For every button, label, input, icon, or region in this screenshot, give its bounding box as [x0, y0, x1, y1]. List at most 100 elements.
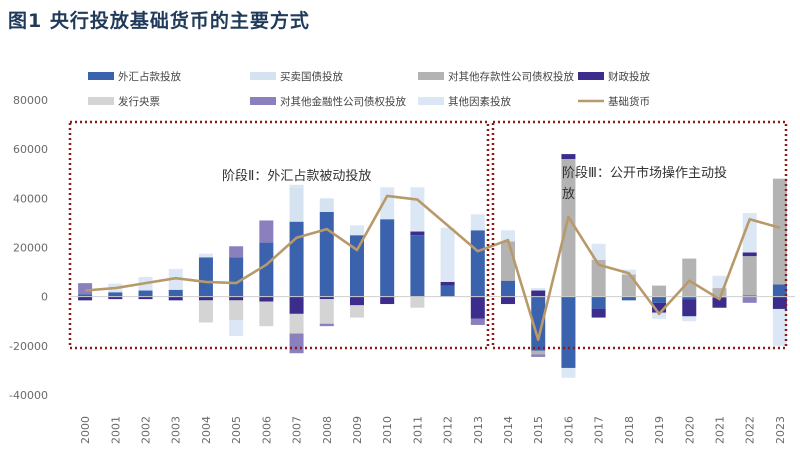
bar-fx: [198, 257, 213, 297]
bar-other_factors: [591, 243, 606, 260]
bar-other_factors: [712, 275, 727, 289]
bar-fiscal: [229, 296, 244, 301]
x-tick-label: 2005: [230, 416, 243, 444]
bar-other_fin: [319, 323, 334, 327]
bar-fiscal: [289, 296, 304, 314]
x-tick-label: 2023: [774, 416, 787, 444]
bar-fx: [259, 242, 274, 297]
x-tick-label: 2008: [321, 416, 334, 444]
y-tick-label: 60000: [13, 143, 48, 156]
bar-other_deposit: [682, 258, 697, 297]
bar-fiscal: [319, 296, 334, 300]
y-tick-label: 0: [41, 291, 48, 304]
x-tick-label: 2003: [170, 416, 183, 444]
bar-cb_bills: [319, 299, 334, 324]
x-tick-label: 2020: [683, 416, 696, 444]
y-tick-label: 80000: [13, 94, 48, 107]
x-tick-label: 2001: [109, 416, 122, 444]
bar-fx: [561, 296, 576, 368]
bar-other_fin: [470, 318, 485, 325]
x-tick-label: 2012: [442, 416, 455, 444]
bar-fiscal: [470, 296, 485, 319]
plot-background: [70, 100, 795, 395]
phase-label-line: 阶段Ⅲ：公开市场操作主动投: [562, 165, 727, 181]
x-tick-label: 2011: [411, 416, 424, 444]
bar-fiscal: [138, 296, 153, 300]
bar-other_fin: [289, 333, 304, 354]
phase-label-1: 阶段Ⅱ：外汇占款被动投放: [222, 168, 371, 184]
bar-fiscal: [108, 296, 123, 300]
y-tick-label: 40000: [13, 192, 48, 205]
bar-fx: [380, 219, 395, 297]
bar-other_factors: [229, 320, 244, 336]
legend-label-fx: 外汇占款投放: [118, 70, 181, 83]
legend-swatch-other_factors: [418, 97, 444, 105]
legend-swatch-bond_trade: [250, 72, 276, 80]
legend-label-fiscal: 财政投放: [608, 70, 650, 83]
bar-other_fin: [229, 246, 244, 258]
y-tick-label: 20000: [13, 242, 48, 255]
bar-other_factors: [501, 230, 516, 242]
bar-other_fin: [742, 296, 757, 303]
bar-fiscal: [591, 308, 606, 318]
bar-fiscal: [78, 296, 93, 301]
bar-fiscal: [682, 299, 697, 317]
bar-other_deposit: [772, 178, 787, 285]
bar-other_fin: [531, 354, 546, 357]
x-tick-label: 2021: [713, 416, 726, 444]
phase-label-line: 阶段Ⅱ：外汇占款被动投放: [222, 168, 371, 184]
bar-fx: [138, 290, 153, 297]
bar-other_factors: [440, 227, 455, 282]
bar-other_factors: [531, 288, 546, 291]
base-money-line: [84, 194, 781, 342]
bar-other_deposit: [742, 256, 757, 296]
bar-other_factors: [410, 187, 425, 232]
bar-other_factors: [289, 184, 304, 188]
bar-fx: [229, 257, 244, 297]
x-tick-label: 2016: [562, 416, 575, 444]
bar-cb_bills: [198, 300, 213, 323]
bar-bond_trade: [319, 198, 334, 212]
y-tick-label: -40000: [9, 389, 48, 402]
bar-fx: [410, 235, 425, 297]
x-tick-label: 2013: [472, 416, 485, 444]
bar-fx: [501, 280, 516, 297]
bar-fx: [440, 285, 455, 297]
bar-fx: [591, 296, 606, 309]
bar-other_factors: [652, 312, 667, 319]
bar-other_deposit: [561, 159, 576, 297]
line-base_money: [84, 194, 781, 342]
bar-fiscal: [168, 296, 183, 301]
plot-area: [70, 100, 795, 395]
y-tick-label: -20000: [9, 340, 48, 353]
phase-label-line: 放: [562, 187, 575, 202]
annotations: 阶段Ⅱ：外汇占款被动投放 阶段Ⅲ：公开市场操作主动投放: [68, 120, 788, 350]
bar-fx: [168, 289, 183, 297]
bar-fx: [289, 221, 304, 297]
x-tick-label: 2004: [200, 416, 213, 444]
bar-fx: [319, 211, 334, 297]
bar-other_fin: [78, 283, 93, 295]
bar-fiscal: [349, 296, 364, 306]
bar-other_deposit: [652, 285, 667, 297]
bar-bond_trade: [289, 187, 304, 222]
figure-title: 图1 央行投放基础货币的主要方式: [8, 10, 310, 32]
bar-fiscal: [561, 154, 576, 159]
bar-fx: [742, 295, 757, 297]
x-tick-label: 2007: [291, 416, 304, 444]
bar-cb_bills: [410, 296, 425, 308]
bar-other_factors: [349, 225, 364, 236]
bar-fiscal: [410, 231, 425, 236]
bar-fiscal: [652, 302, 667, 313]
x-tick-label: 2017: [593, 416, 606, 444]
legend-label-cb_bills: 发行央票: [118, 95, 160, 108]
bar-other_deposit: [712, 288, 727, 297]
legend-label-base_money: 基础货币: [608, 95, 650, 108]
bar-fiscal: [501, 296, 516, 305]
legend-swatch-fiscal: [578, 72, 604, 80]
x-tick-label: 2018: [623, 416, 636, 444]
x-tick-label: 2014: [502, 416, 515, 444]
bar-other_factors: [682, 316, 697, 322]
x-tick-label: 2019: [653, 416, 666, 444]
